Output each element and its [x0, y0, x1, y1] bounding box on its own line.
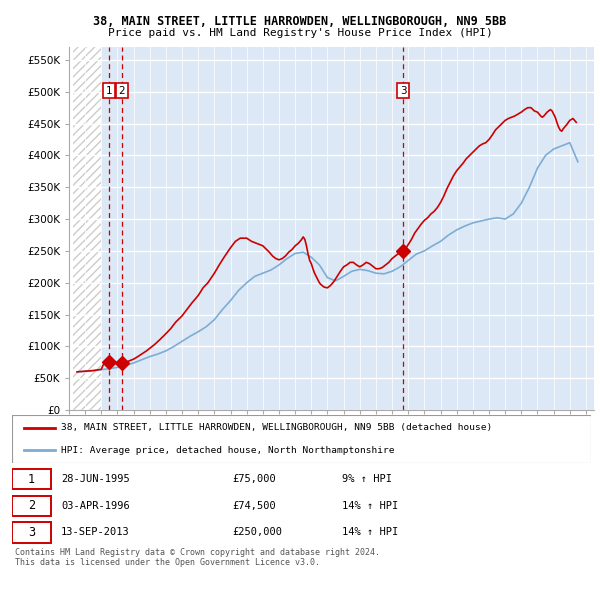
Bar: [73, 47, 101, 410]
Text: 28-JUN-1995: 28-JUN-1995: [61, 474, 130, 484]
Text: 38, MAIN STREET, LITTLE HARROWDEN, WELLINGBOROUGH, NN9 5BB: 38, MAIN STREET, LITTLE HARROWDEN, WELLI…: [94, 15, 506, 28]
Text: £75,000: £75,000: [232, 474, 276, 484]
Text: 13-SEP-2013: 13-SEP-2013: [61, 527, 130, 537]
Text: 03-APR-1996: 03-APR-1996: [61, 501, 130, 511]
FancyBboxPatch shape: [12, 522, 52, 543]
Text: 3: 3: [400, 86, 407, 96]
Text: 3: 3: [28, 526, 35, 539]
Text: 38, MAIN STREET, LITTLE HARROWDEN, WELLINGBOROUGH, NN9 5BB (detached house): 38, MAIN STREET, LITTLE HARROWDEN, WELLI…: [61, 424, 493, 432]
FancyBboxPatch shape: [12, 469, 52, 490]
Text: £74,500: £74,500: [232, 501, 276, 511]
Text: Contains HM Land Registry data © Crown copyright and database right 2024.
This d: Contains HM Land Registry data © Crown c…: [15, 548, 380, 567]
FancyBboxPatch shape: [12, 415, 591, 463]
Text: 14% ↑ HPI: 14% ↑ HPI: [342, 527, 398, 537]
Text: 2: 2: [119, 86, 125, 96]
Text: 9% ↑ HPI: 9% ↑ HPI: [342, 474, 392, 484]
Text: Price paid vs. HM Land Registry's House Price Index (HPI): Price paid vs. HM Land Registry's House …: [107, 28, 493, 38]
Text: HPI: Average price, detached house, North Northamptonshire: HPI: Average price, detached house, Nort…: [61, 445, 395, 454]
Text: 14% ↑ HPI: 14% ↑ HPI: [342, 501, 398, 511]
Text: 1: 1: [28, 473, 35, 486]
Text: 1: 1: [106, 86, 113, 96]
FancyBboxPatch shape: [12, 496, 52, 516]
Text: £250,000: £250,000: [232, 527, 282, 537]
Text: 2: 2: [28, 499, 35, 513]
